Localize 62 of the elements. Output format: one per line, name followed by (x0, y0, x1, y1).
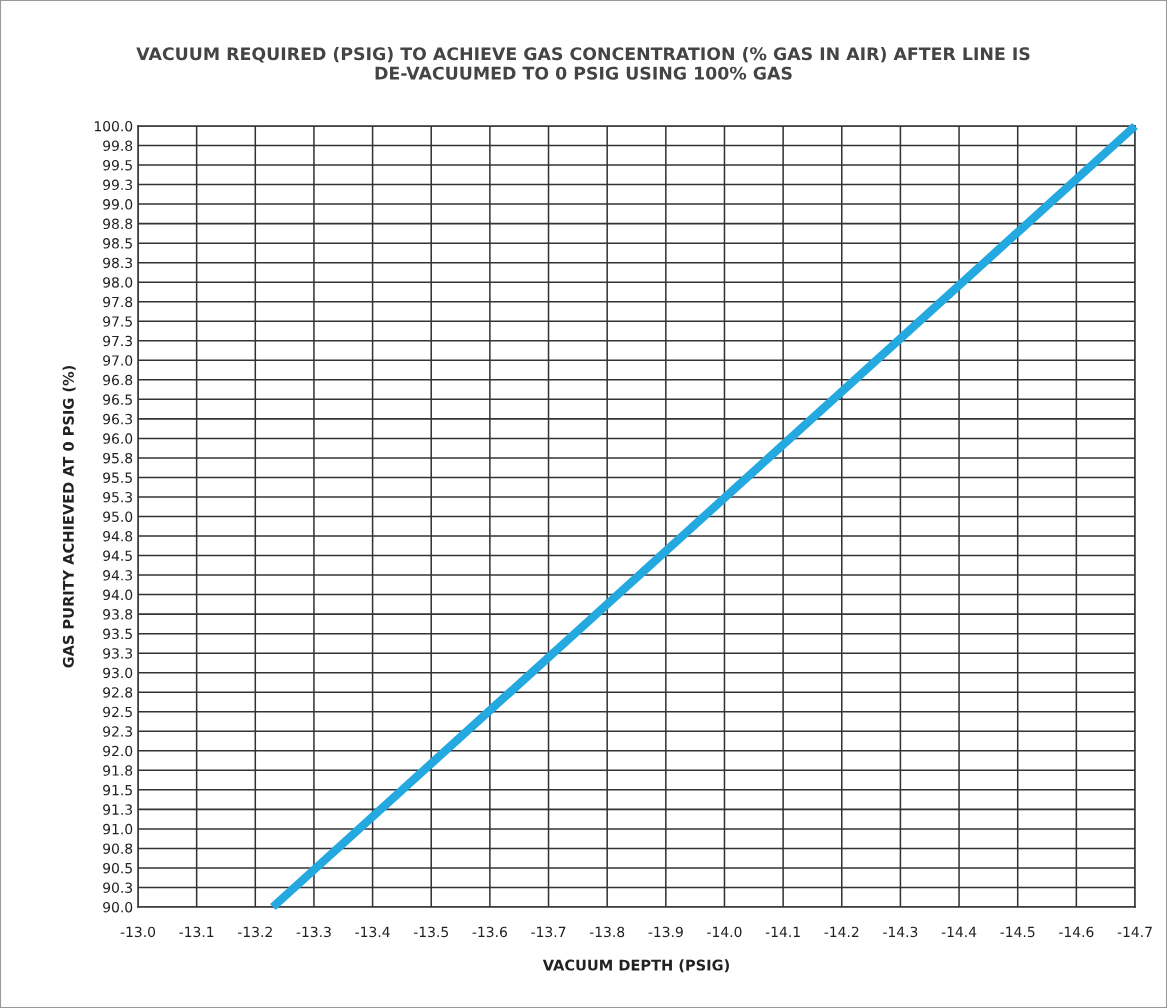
x-tick-label: -13.8 (589, 926, 625, 938)
x-tick-label: -14.0 (707, 926, 742, 938)
y-tick-label: 100.0 (94, 120, 133, 132)
y-tick-label: 97.8 (103, 296, 133, 308)
y-tick-label: 94.0 (103, 589, 133, 601)
x-tick-label: -14.4 (941, 926, 977, 937)
y-tick-label: 95.5 (103, 472, 132, 483)
y-tick-label: 99.3 (103, 179, 133, 191)
x-tick-label: -13.7 (531, 926, 566, 938)
x-tick-label: -13.2 (238, 926, 272, 938)
x-tick-label: -14.6 (1059, 926, 1094, 938)
y-axis-title: GAS PURITY ACHIEVED AT 0 PSIG (%) (62, 365, 76, 668)
y-tick-label: 98.8 (103, 218, 133, 230)
y-tick-label: 99.0 (103, 199, 133, 210)
x-tick-label: -13.3 (296, 926, 331, 938)
y-tick-label: 97.3 (103, 335, 133, 347)
y-tick-label: 92.3 (103, 726, 133, 737)
y-tick-label: 99.8 (103, 140, 133, 151)
y-tick-label: 94.8 (103, 530, 133, 542)
x-tick-label: -13.4 (355, 926, 390, 938)
y-tick-label: 90.0 (103, 901, 133, 913)
y-tick-label: 95.8 (103, 452, 133, 464)
y-tick-label: 98.3 (103, 257, 133, 269)
x-tick-label: -13.9 (648, 926, 683, 938)
x-tick-label: -13.6 (472, 926, 507, 938)
y-tick-label: 94.5 (103, 550, 132, 562)
y-tick-label: 96.5 (103, 394, 132, 405)
y-tick-label: 92.5 (103, 706, 132, 718)
x-tick-label: -14.3 (883, 926, 918, 938)
y-tick-label: 98.5 (103, 238, 132, 249)
y-tick-label: 96.8 (103, 374, 133, 386)
y-tick-label: 90.3 (103, 882, 133, 893)
y-tick-label: 92.8 (103, 687, 133, 698)
y-tick-label: 95.0 (103, 511, 133, 522)
y-tick-label: 93.3 (103, 648, 133, 659)
y-tick-label: 99.5 (103, 160, 132, 171)
y-tick-label: 91.5 (103, 784, 132, 796)
chart-title: VACUUM REQUIRED (PSIG) TO ACHIEVE GAS CONCENTRATION (% GAS IN AIR) AFTER LINE IS DE-VACUUMED TO 0 PSIG USING 100% GAS (136, 46, 1030, 80)
y-tick-label: 90.8 (103, 843, 133, 854)
x-tick-label: -13.1 (179, 926, 214, 938)
y-tick-label: 90.5 (103, 862, 132, 874)
y-tick-label: 91.0 (103, 823, 133, 835)
y-tick-label: 98.0 (103, 277, 133, 288)
y-tick-label: 91.3 (103, 804, 133, 815)
x-tick-label: -14.7 (1117, 926, 1152, 937)
y-tick-label: 93.8 (103, 609, 133, 620)
x-axis-title: VACUUM DEPTH (PSIG) (542, 959, 729, 973)
y-tick-label: 93.0 (103, 667, 133, 679)
x-tick-label: -14.1 (765, 926, 800, 937)
x-tick-label: -13.5 (413, 926, 448, 938)
y-tick-label: 93.5 (103, 628, 132, 640)
y-tick-label: 97.0 (103, 355, 133, 366)
y-tick-label: 96.0 (103, 433, 133, 444)
x-tick-label: -13.0 (120, 926, 156, 938)
y-tick-label: 92.0 (103, 745, 133, 757)
x-tick-label: -14.5 (1000, 926, 1035, 938)
y-tick-label: 97.5 (103, 316, 132, 327)
y-tick-label: 96.3 (103, 413, 133, 425)
y-tick-label: 95.3 (103, 491, 133, 503)
y-tick-label: 94.3 (103, 570, 133, 581)
x-tick-label: -14.2 (824, 926, 859, 937)
y-tick-label: 91.8 (103, 765, 133, 776)
